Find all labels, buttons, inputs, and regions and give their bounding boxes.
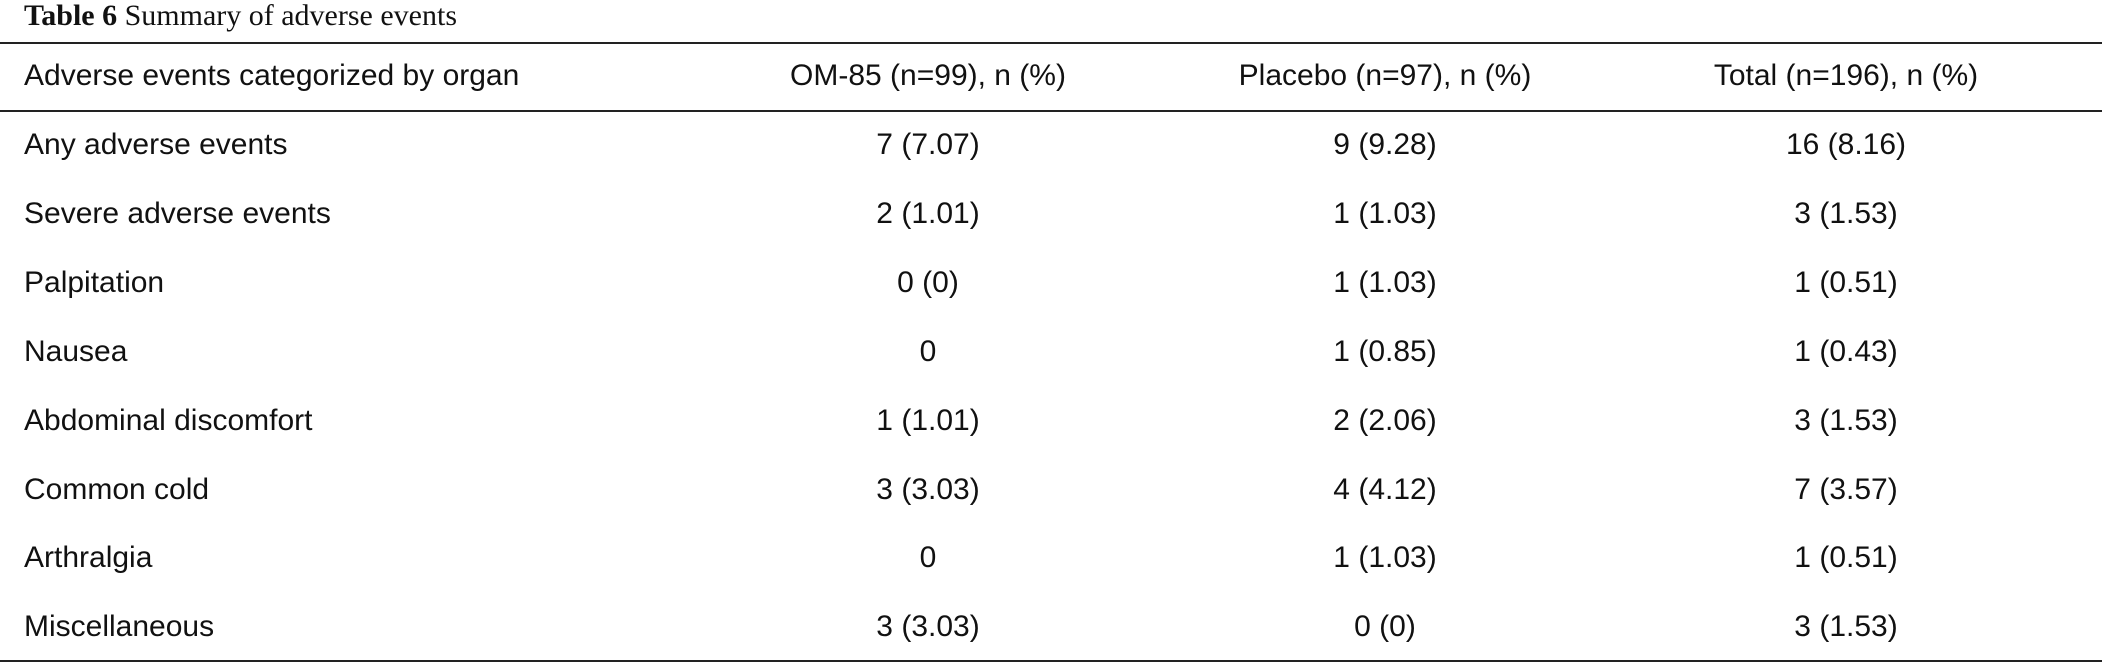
table-cell: 3 (1.53) bbox=[1794, 403, 1898, 437]
table-title: Summary of adverse events bbox=[124, 0, 457, 32]
row-label: Common cold bbox=[24, 472, 210, 506]
row-label: Miscellaneous bbox=[24, 610, 215, 644]
table-cell: 3 (1.53) bbox=[1794, 610, 1898, 644]
row-label: Any adverse events bbox=[24, 128, 288, 161]
table-cell: 0 bbox=[919, 334, 937, 368]
row-label: Nausea bbox=[24, 334, 128, 368]
table-cell: 16 (8.16) bbox=[1785, 128, 1907, 161]
bottom-rule bbox=[0, 660, 2102, 662]
table-cell: 1 (0.51) bbox=[1794, 265, 1898, 299]
column-header: Placebo (n=97), n (%) bbox=[1238, 59, 1532, 92]
table-cell: 1 (1.01) bbox=[876, 403, 980, 437]
table-cell: 1 (0.51) bbox=[1794, 541, 1898, 575]
table-cell: 7 (3.57) bbox=[1794, 472, 1898, 506]
table-cell: 0 bbox=[919, 541, 937, 575]
table-cell: 1 (1.03) bbox=[1333, 541, 1437, 575]
table-cell: 2 (2.06) bbox=[1333, 403, 1437, 437]
table-cell: 1 (0.85) bbox=[1333, 334, 1437, 368]
row-label: Arthralgia bbox=[24, 541, 153, 575]
table-cell: 3 (3.03) bbox=[876, 472, 980, 506]
table-cell: 0 (0) bbox=[1354, 610, 1416, 644]
table-caption: Table 6 Summary of adverse events bbox=[24, 0, 457, 32]
table-cell: 4 (4.12) bbox=[1333, 472, 1437, 506]
table-cell: 3 (3.03) bbox=[876, 610, 980, 644]
row-label: Palpitation bbox=[24, 265, 165, 299]
table-label: Table 6 bbox=[24, 0, 118, 32]
column-header: OM-85 (n=99), n (%) bbox=[790, 59, 1066, 92]
table-cell: 1 (0.43) bbox=[1794, 334, 1898, 368]
table-cell: 1 (1.03) bbox=[1333, 196, 1437, 230]
table-cell: 7 (7.07) bbox=[876, 128, 980, 161]
row-label: Abdominal discomfort bbox=[24, 403, 313, 437]
table-cell: 9 (9.28) bbox=[1333, 128, 1437, 161]
table-cell: 1 (1.03) bbox=[1333, 265, 1437, 299]
table-cell: 0 (0) bbox=[897, 265, 959, 299]
row-label: Severe adverse events bbox=[24, 196, 331, 230]
table-cell: 2 (1.01) bbox=[876, 196, 980, 230]
column-header: Total (n=196), n (%) bbox=[1713, 59, 1979, 92]
header-rule bbox=[0, 110, 2102, 112]
top-rule bbox=[0, 42, 2102, 44]
table-cell: 3 (1.53) bbox=[1794, 196, 1898, 230]
column-header: Adverse events categorized by organ bbox=[24, 59, 520, 92]
